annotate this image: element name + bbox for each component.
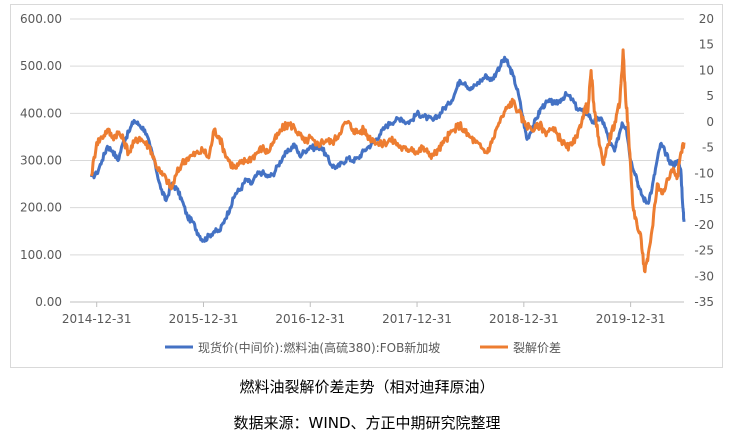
x-tick-label: 2016-12-31 bbox=[275, 312, 345, 326]
y-left-tick-label: 100.00 bbox=[20, 248, 62, 262]
y-left-tick-label: 600.00 bbox=[20, 12, 62, 26]
chart-frame bbox=[10, 4, 723, 368]
y-left-tick-label: 200.00 bbox=[20, 201, 62, 215]
legend-label: 现货价(中间价):燃料油(高硫380):FOB新加坡 bbox=[198, 340, 440, 355]
spot-price-line bbox=[89, 55, 686, 243]
y-right-tick-label: 20 bbox=[699, 12, 714, 26]
right-y-axis: 20 15 10 5 0 -5 -10 -15 -20 -25 -30 -35 bbox=[694, 12, 714, 309]
y-left-tick-label: 300.00 bbox=[20, 154, 62, 168]
y-right-tick-label: 15 bbox=[699, 38, 714, 52]
x-tick-label: 2017-12-31 bbox=[382, 312, 452, 326]
y-right-tick-label: -10 bbox=[694, 166, 714, 180]
y-right-tick-label: 10 bbox=[699, 63, 714, 77]
y-right-tick-label: -25 bbox=[694, 244, 714, 258]
source-caption: 数据来源：WIND、方正中期研究院整理 bbox=[233, 414, 501, 432]
series-lines bbox=[89, 48, 686, 274]
legend-label: 裂解价差 bbox=[513, 341, 561, 355]
legend: 现货价(中间价):燃料油(高硫380):FOB新加坡 裂解价差 bbox=[165, 340, 561, 355]
gridlines bbox=[70, 18, 684, 303]
x-axis: 2014-12-31 2015-12-31 2016-12-31 2017-12-31… bbox=[62, 301, 684, 326]
x-tick-label: 2015-12-31 bbox=[169, 312, 239, 326]
y-right-tick-label: -15 bbox=[694, 192, 714, 206]
x-tick-label: 2014-12-31 bbox=[62, 312, 132, 326]
y-right-tick-label: 0 bbox=[706, 115, 714, 129]
y-right-tick-label: -5 bbox=[702, 141, 714, 155]
crack-spread-line bbox=[89, 48, 686, 274]
y-left-tick-label: 500.00 bbox=[20, 59, 62, 73]
chart-caption: 燃料油裂解价差走势（相对迪拜原油） bbox=[239, 378, 495, 396]
x-tick-label: 2019-12-31 bbox=[596, 312, 666, 326]
left-y-axis: 600.00 500.00 400.00 300.00 200.00 100.00 0.00 bbox=[20, 12, 62, 309]
y-left-tick-label: 0.00 bbox=[35, 295, 62, 309]
y-right-tick-label: -20 bbox=[694, 218, 714, 232]
y-right-tick-label: -35 bbox=[694, 295, 714, 309]
y-right-tick-label: 5 bbox=[706, 89, 714, 103]
y-right-tick-label: -30 bbox=[694, 269, 714, 283]
y-left-tick-label: 400.00 bbox=[20, 106, 62, 120]
fuel-oil-crack-spread-chart: 600.00 500.00 400.00 300.00 200.00 100.00 0.00… bbox=[20, 12, 714, 355]
x-tick-label: 2018-12-31 bbox=[489, 312, 559, 326]
